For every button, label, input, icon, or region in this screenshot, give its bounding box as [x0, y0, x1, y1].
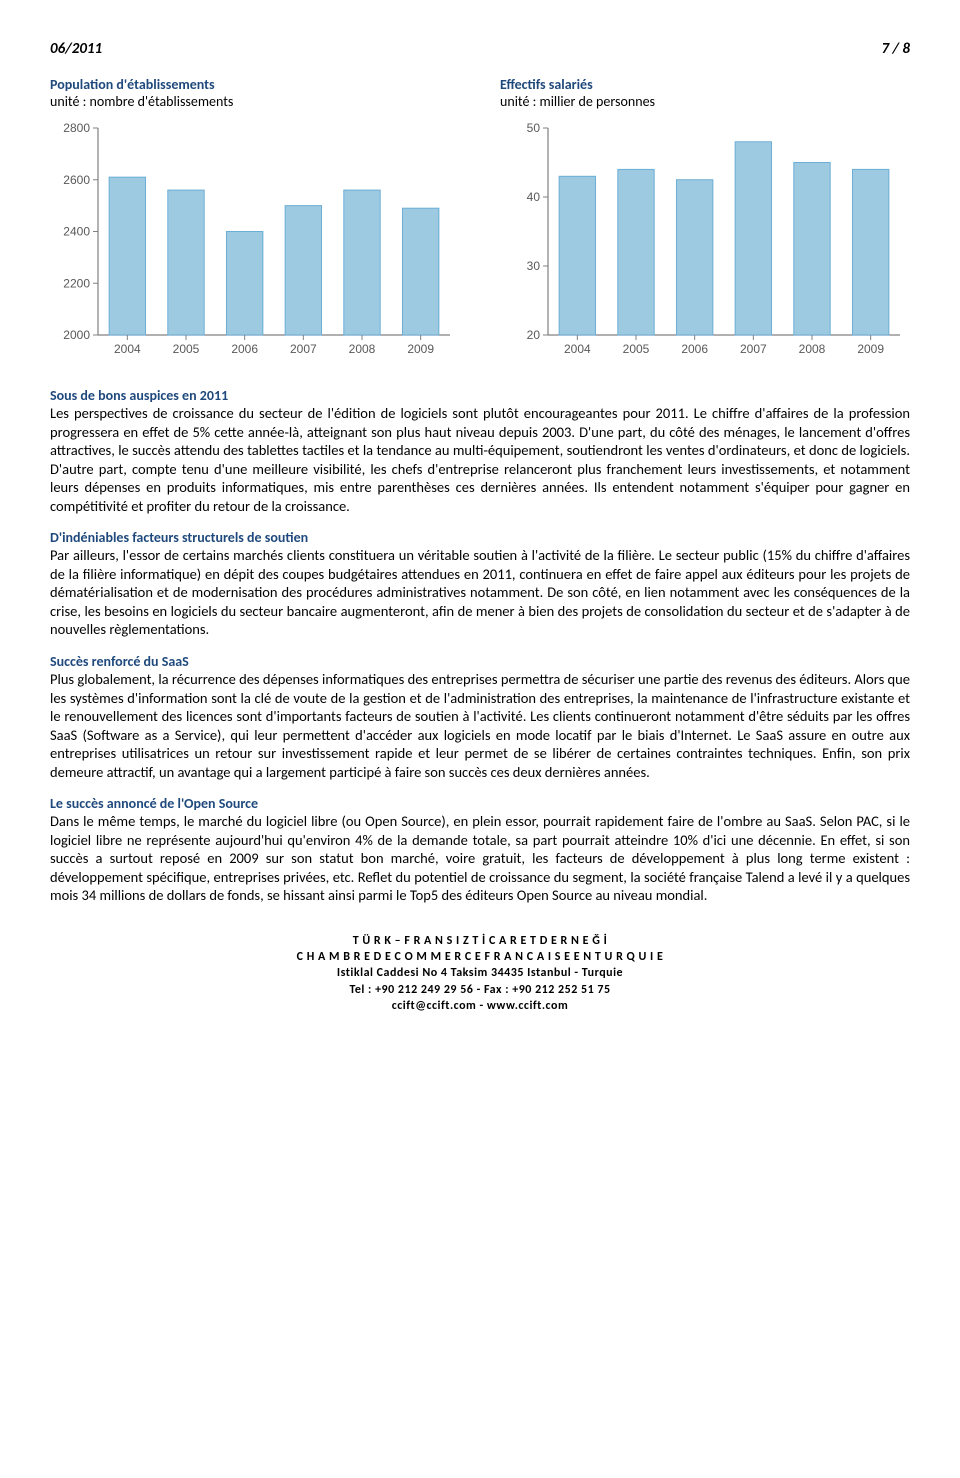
header-date: 06/2011 — [50, 40, 102, 58]
left-chart-sub: unité : nombre d'établissements — [50, 93, 460, 110]
left-chart-title: Population d'établissements — [50, 76, 460, 93]
section-2: D'indéniables facteurs structurels de so… — [50, 529, 910, 639]
charts-row: 2000 2200 2400 2600 2800 2004 2005 2006 2007 2008… — [50, 118, 910, 363]
footer-line-5: ccift@ccift.com - www.ccift.com — [50, 998, 910, 1014]
svg-text:2006: 2006 — [231, 342, 258, 356]
svg-text:2400: 2400 — [63, 225, 90, 239]
right-chart: 20 30 40 50 2004 2005 2006 2007 2008 2009 — [500, 118, 910, 363]
svg-text:30: 30 — [527, 259, 541, 273]
page-footer: T Ü R K – F R A N S I Z T İ C A R E T D … — [50, 933, 910, 1014]
footer-line-1: T Ü R K – F R A N S I Z T İ C A R E T D … — [50, 933, 910, 949]
section-2-body: Par ailleurs, l'essor de certains marché… — [50, 546, 910, 639]
section-4: Le succès annoncé de l'Open Source Dans … — [50, 795, 910, 905]
svg-text:2007: 2007 — [290, 342, 317, 356]
svg-text:2008: 2008 — [799, 342, 826, 356]
left-chart: 2000 2200 2400 2600 2800 2004 2005 2006 2007 2008… — [50, 118, 460, 363]
svg-text:2007: 2007 — [740, 342, 767, 356]
footer-line-2: C H A M B R E D E C O M M E R C E F R A … — [50, 949, 910, 965]
svg-text:2200: 2200 — [63, 276, 90, 290]
svg-text:2000: 2000 — [63, 328, 90, 342]
right-chart-title: Effectifs salariés — [500, 76, 910, 93]
right-heading: Effectifs salariés unité : millier de pe… — [500, 76, 910, 110]
section-3-body: Plus globalement, la récurrence des dépe… — [50, 670, 910, 781]
svg-text:2009: 2009 — [407, 342, 434, 356]
svg-text:50: 50 — [527, 121, 541, 135]
section-1: Sous de bons auspices en 2011 Les perspe… — [50, 387, 910, 515]
svg-text:2008: 2008 — [349, 342, 376, 356]
svg-text:40: 40 — [527, 190, 541, 204]
page-header: 06/2011 7 / 8 — [50, 40, 910, 58]
section-3-title: Succès renforcé du SaaS — [50, 653, 189, 670]
svg-text:2004: 2004 — [114, 342, 141, 356]
section-3: Succès renforcé du SaaS Plus globalement… — [50, 653, 910, 781]
section-4-title: Le succès annoncé de l'Open Source — [50, 795, 258, 812]
chart-headings: Population d'établissements unité : nomb… — [50, 76, 910, 110]
footer-line-4: Tel : +90 212 249 29 56 - Fax : +90 212 … — [50, 982, 910, 998]
svg-text:2009: 2009 — [857, 342, 884, 356]
left-heading: Population d'établissements unité : nomb… — [50, 76, 460, 110]
section-1-title: Sous de bons auspices en 2011 — [50, 387, 228, 404]
svg-text:2005: 2005 — [623, 342, 650, 356]
svg-text:2006: 2006 — [681, 342, 708, 356]
right-chart-sub: unité : millier de personnes — [500, 93, 910, 110]
section-2-title: D'indéniables facteurs structurels de so… — [50, 529, 308, 546]
svg-text:2800: 2800 — [63, 121, 90, 135]
svg-text:20: 20 — [527, 328, 541, 342]
svg-text:2005: 2005 — [173, 342, 200, 356]
header-page: 7 / 8 — [882, 40, 911, 58]
footer-line-3: Istiklal Caddesi No 4 Taksim 34435 Istan… — [50, 965, 910, 981]
section-1-body: Les perspectives de croissance du secteu… — [50, 404, 910, 515]
svg-text:2600: 2600 — [63, 173, 90, 187]
svg-text:2004: 2004 — [564, 342, 591, 356]
section-4-body: Dans le même temps, le marché du logicie… — [50, 812, 910, 905]
